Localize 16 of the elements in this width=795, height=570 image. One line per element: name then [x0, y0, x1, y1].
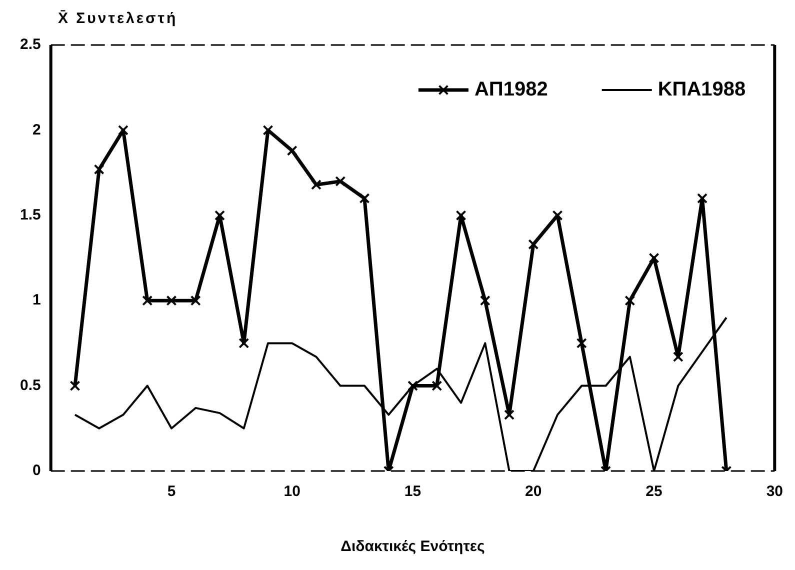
x-axis-title: Διδακτικές Ενότητες	[340, 538, 486, 556]
x-tick-label: 25	[646, 483, 662, 500]
y-tick-label: 2	[32, 121, 41, 138]
y-tick-label: 0.5	[20, 376, 41, 394]
legend-label: ΑΠ1982	[474, 78, 548, 101]
y-tick-label: 0	[32, 462, 41, 480]
legend-label: ΚΠΑ1988	[658, 78, 746, 101]
y-tick-label: 1.5	[20, 206, 41, 224]
x-tick-label: 15	[404, 483, 422, 500]
x-tick-label: 30	[766, 483, 783, 500]
x-tick-label: 5	[167, 483, 176, 500]
y-tick-label: 2.5	[20, 36, 41, 54]
y-tick-label: 1	[32, 292, 41, 309]
y-axis-title: X̄ Συντελεστή	[58, 10, 178, 27]
x-tick-label: 20	[525, 483, 542, 500]
x-tick-label: 10	[284, 483, 300, 500]
